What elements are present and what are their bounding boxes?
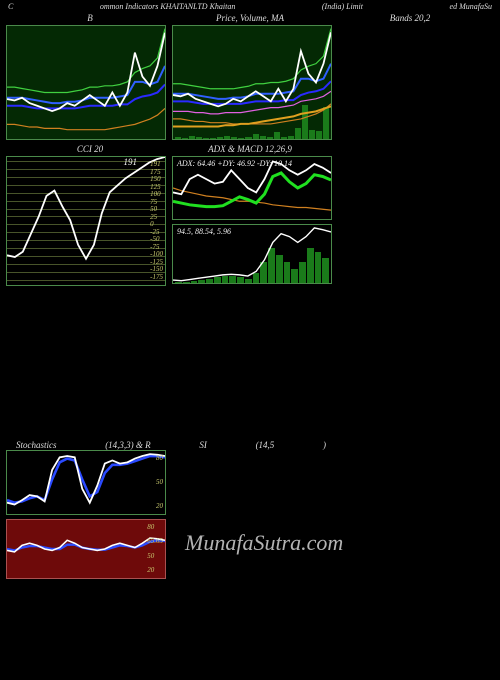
adx-label: ADX: 64.46 +DY: 46.92 -DY: 10.14 — [177, 159, 292, 168]
macd-label: 94.5, 88.54, 5.96 — [177, 227, 231, 236]
hdr-midl: ommon Indicators KHAITANLTD Khaitan — [100, 2, 235, 11]
title-stoch: Stochastics — [16, 440, 57, 450]
chart-bands-left — [6, 25, 166, 140]
hdr-midr: (India) Limit — [322, 2, 363, 11]
chart-macd: 94.5, 88.54, 5.96 — [172, 224, 332, 284]
title-adx: ADX & MACD 12,26,9 — [170, 144, 330, 154]
hdr-left: C — [8, 2, 13, 11]
chart-stoch: 805020 — [6, 450, 166, 515]
title-rparen: ) — [323, 440, 326, 450]
chart-rsi: 8065.655020 — [6, 519, 166, 579]
title-stoch-params: (14,3,3) & R — [105, 440, 151, 450]
title-cci: CCI 20 — [10, 144, 170, 154]
chart-cci: 1911751501251007550250-25-50-75-100-125-… — [6, 156, 166, 286]
chart-price-vol — [172, 25, 332, 140]
title-rsi-params: (14,5 — [256, 440, 275, 450]
title-price: Price, Volume, MA — [170, 13, 330, 23]
title-b: B — [10, 13, 170, 23]
hdr-right: ed MunafaSu — [450, 2, 492, 11]
chart-adx: ADX: 64.46 +DY: 46.92 -DY: 10.14 — [172, 156, 332, 220]
title-bands: Bands 20,2 — [330, 13, 490, 23]
watermark: MunafaSutra.com — [185, 530, 343, 556]
title-si: SI — [199, 440, 207, 450]
